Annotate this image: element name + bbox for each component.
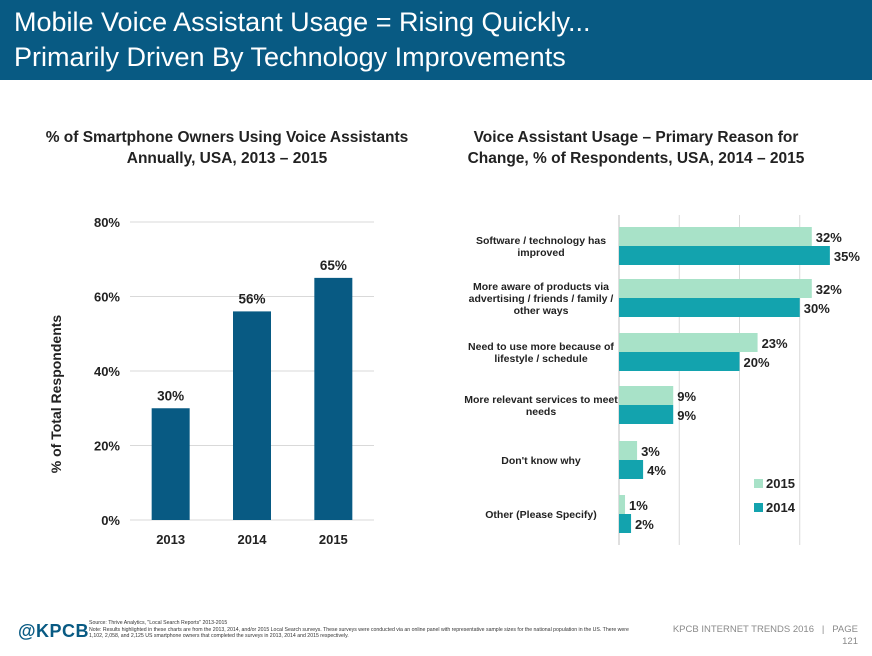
bar-2014 [619, 246, 830, 265]
category-label: advertising / friends / family / [469, 293, 614, 305]
bar-value-label-2014: 20% [744, 355, 770, 370]
left-chart-title-line-1: % of Smartphone Owners Using Voice Assis… [45, 129, 409, 146]
category-label: Need to use more because of [468, 341, 614, 353]
bar-value-label-2014: 35% [834, 249, 860, 264]
bar-2014 [619, 514, 632, 533]
bar-2015 [619, 227, 812, 246]
bar-2014 [619, 298, 800, 317]
category-label: Don't know why [501, 455, 581, 467]
bar-2014 [619, 352, 740, 371]
page-number: 121 [842, 636, 858, 647]
bar-value-label-2014: 9% [677, 408, 696, 423]
bar-value-label-2015: 32% [816, 230, 842, 245]
y-tick-label: 0% [101, 513, 120, 528]
bar-2014 [233, 311, 271, 520]
y-tick-label: 20% [94, 439, 120, 454]
legend-swatch-2015 [754, 479, 763, 488]
report-name: KPCB INTERNET TRENDS 2016 [672, 624, 814, 635]
right-chart-title-line-2: Change, % of Respondents, USA, 2014 – 20… [467, 150, 805, 167]
kpcb-logo: @KPCB [18, 621, 90, 641]
footer-separator: | [816, 624, 830, 635]
right-chart-title-line-1: Voice Assistant Usage – Primary Reason f… [473, 129, 799, 146]
category-label: More relevant services to meet [464, 394, 618, 406]
footer-source-note: Source: Thrive Analytics, "Local Search … [89, 620, 644, 640]
bar-value-label-2015: 9% [677, 389, 696, 404]
x-tick-label: 2015 [319, 532, 348, 547]
y-tick-label: 40% [94, 364, 120, 379]
bar-2014 [619, 405, 674, 424]
right-chart-title: Voice Assistant Usage – Primary Reason f… [436, 127, 836, 169]
footer-page-info: KPCB INTERNET TRENDS 2016 | PAGE 121 [673, 624, 858, 648]
y-tick-label: 60% [94, 290, 120, 305]
bar-value-label: 56% [238, 291, 265, 306]
slide-header: Mobile Voice Assistant Usage = Rising Qu… [0, 0, 872, 80]
bar-value-label-2014: 4% [647, 463, 666, 478]
bar-value-label-2015: 23% [762, 336, 788, 351]
x-tick-label: 2013 [156, 532, 185, 547]
bar-value-label: 65% [320, 258, 347, 273]
category-label: lifestyle / schedule [494, 353, 588, 365]
bar-value-label-2015: 1% [629, 498, 648, 513]
bar-value-label-2014: 2% [635, 517, 654, 532]
slide-title-line-2: Primarily Driven By Technology Improveme… [14, 42, 566, 72]
category-label: More aware of products via [473, 281, 609, 293]
category-label: improved [517, 247, 564, 259]
bar-2015 [619, 279, 812, 298]
bar-value-label-2015: 3% [641, 444, 660, 459]
bar-value-label-2014: 30% [804, 301, 830, 316]
note-text: Note: Results highlighted in these chart… [89, 626, 629, 640]
legend-label-2015: 2015 [766, 476, 795, 491]
left-chart-title: % of Smartphone Owners Using Voice Assis… [20, 127, 434, 169]
slide-title-line-1: Mobile Voice Assistant Usage = Rising Qu… [14, 7, 591, 37]
bar-2015 [619, 441, 638, 460]
left-chart-title-line-2: Annually, USA, 2013 – 2015 [126, 150, 328, 167]
bar-2015 [314, 277, 353, 520]
category-label: Software / technology has [476, 235, 606, 247]
bar-2015 [619, 386, 674, 405]
category-label: Other (Please Specify) [485, 509, 596, 521]
bar-value-label: 30% [157, 388, 184, 403]
category-label: needs [526, 406, 557, 418]
y-tick-label: 80% [94, 215, 120, 230]
source-text: Source: Thrive Analytics, "Local Search … [89, 620, 228, 626]
legend-label-2014: 2014 [766, 500, 796, 515]
category-label: other ways [514, 305, 569, 317]
bar-2015 [619, 333, 758, 352]
legend-swatch-2014 [754, 503, 763, 512]
bar-2015 [619, 495, 626, 514]
bar-2013 [151, 408, 190, 520]
x-tick-label: 2014 [238, 532, 268, 547]
bar-value-label-2015: 32% [816, 282, 842, 297]
page-label: PAGE [832, 624, 858, 635]
bar-2014 [619, 460, 644, 479]
